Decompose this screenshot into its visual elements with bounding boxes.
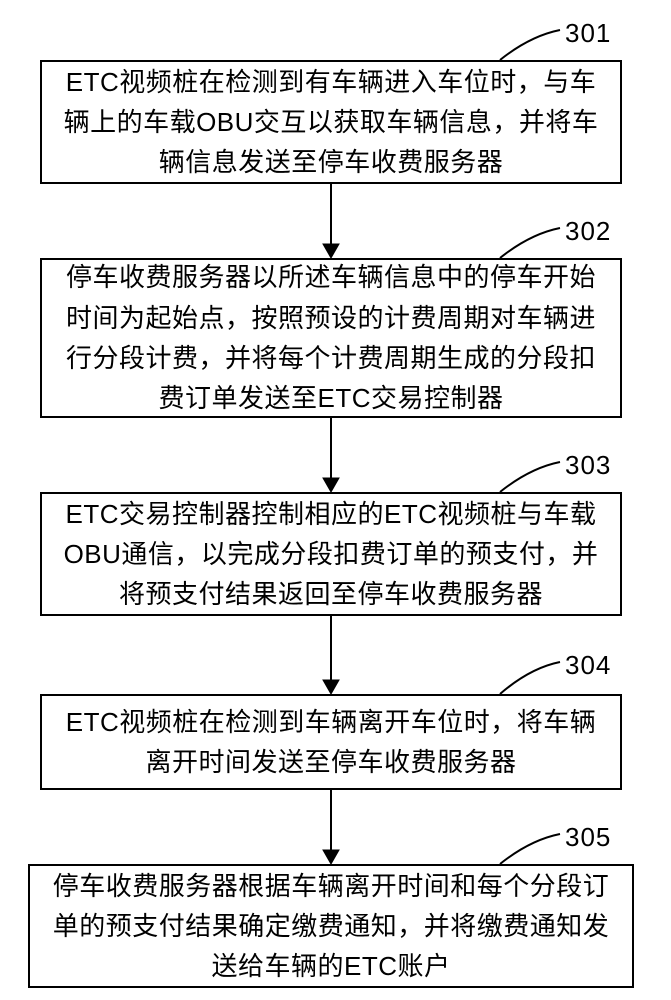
step-number-301: 301 [565, 18, 611, 49]
step-text-2: 停车收费服务器以所述车辆信息中的停车开始时间为起始点，按照预设的计费周期对车辆进… [60, 257, 602, 418]
step-box-4: ETC视频桩在检测到车辆离开车位时，将车辆离开时间发送至停车收费服务器 [40, 694, 622, 790]
step-number-304: 304 [565, 650, 611, 681]
step-number-303: 303 [565, 450, 611, 481]
step-text-4: ETC视频桩在检测到车辆离开车位时，将车辆离开时间发送至停车收费服务器 [60, 702, 602, 783]
step-box-2: 停车收费服务器以所述车辆信息中的停车开始时间为起始点，按照预设的计费周期对车辆进… [40, 258, 622, 418]
step-box-5: 停车收费服务器根据车辆离开时间和每个分段订单的预支付结果确定缴费通知，并将缴费通… [28, 864, 634, 988]
step-text-5: 停车收费服务器根据车辆离开时间和每个分段订单的预支付结果确定缴费通知，并将缴费通… [48, 866, 614, 987]
step-number-302: 302 [565, 216, 611, 247]
step-text-1: ETC视频桩在检测到有车辆进入车位时，与车辆上的车载OBU交互以获取车辆信息，并… [60, 62, 602, 183]
step-text-3: ETC交易控制器控制相应的ETC视频桩与车载OBU通信，以完成分段扣费订单的预支… [60, 494, 602, 615]
step-number-305: 305 [565, 822, 611, 853]
flowchart-container: ETC视频桩在检测到有车辆进入车位时，与车辆上的车载OBU交互以获取车辆信息，并… [0, 0, 671, 1000]
step-box-1: ETC视频桩在检测到有车辆进入车位时，与车辆上的车载OBU交互以获取车辆信息，并… [40, 60, 622, 184]
step-box-3: ETC交易控制器控制相应的ETC视频桩与车载OBU通信，以完成分段扣费订单的预支… [40, 492, 622, 616]
